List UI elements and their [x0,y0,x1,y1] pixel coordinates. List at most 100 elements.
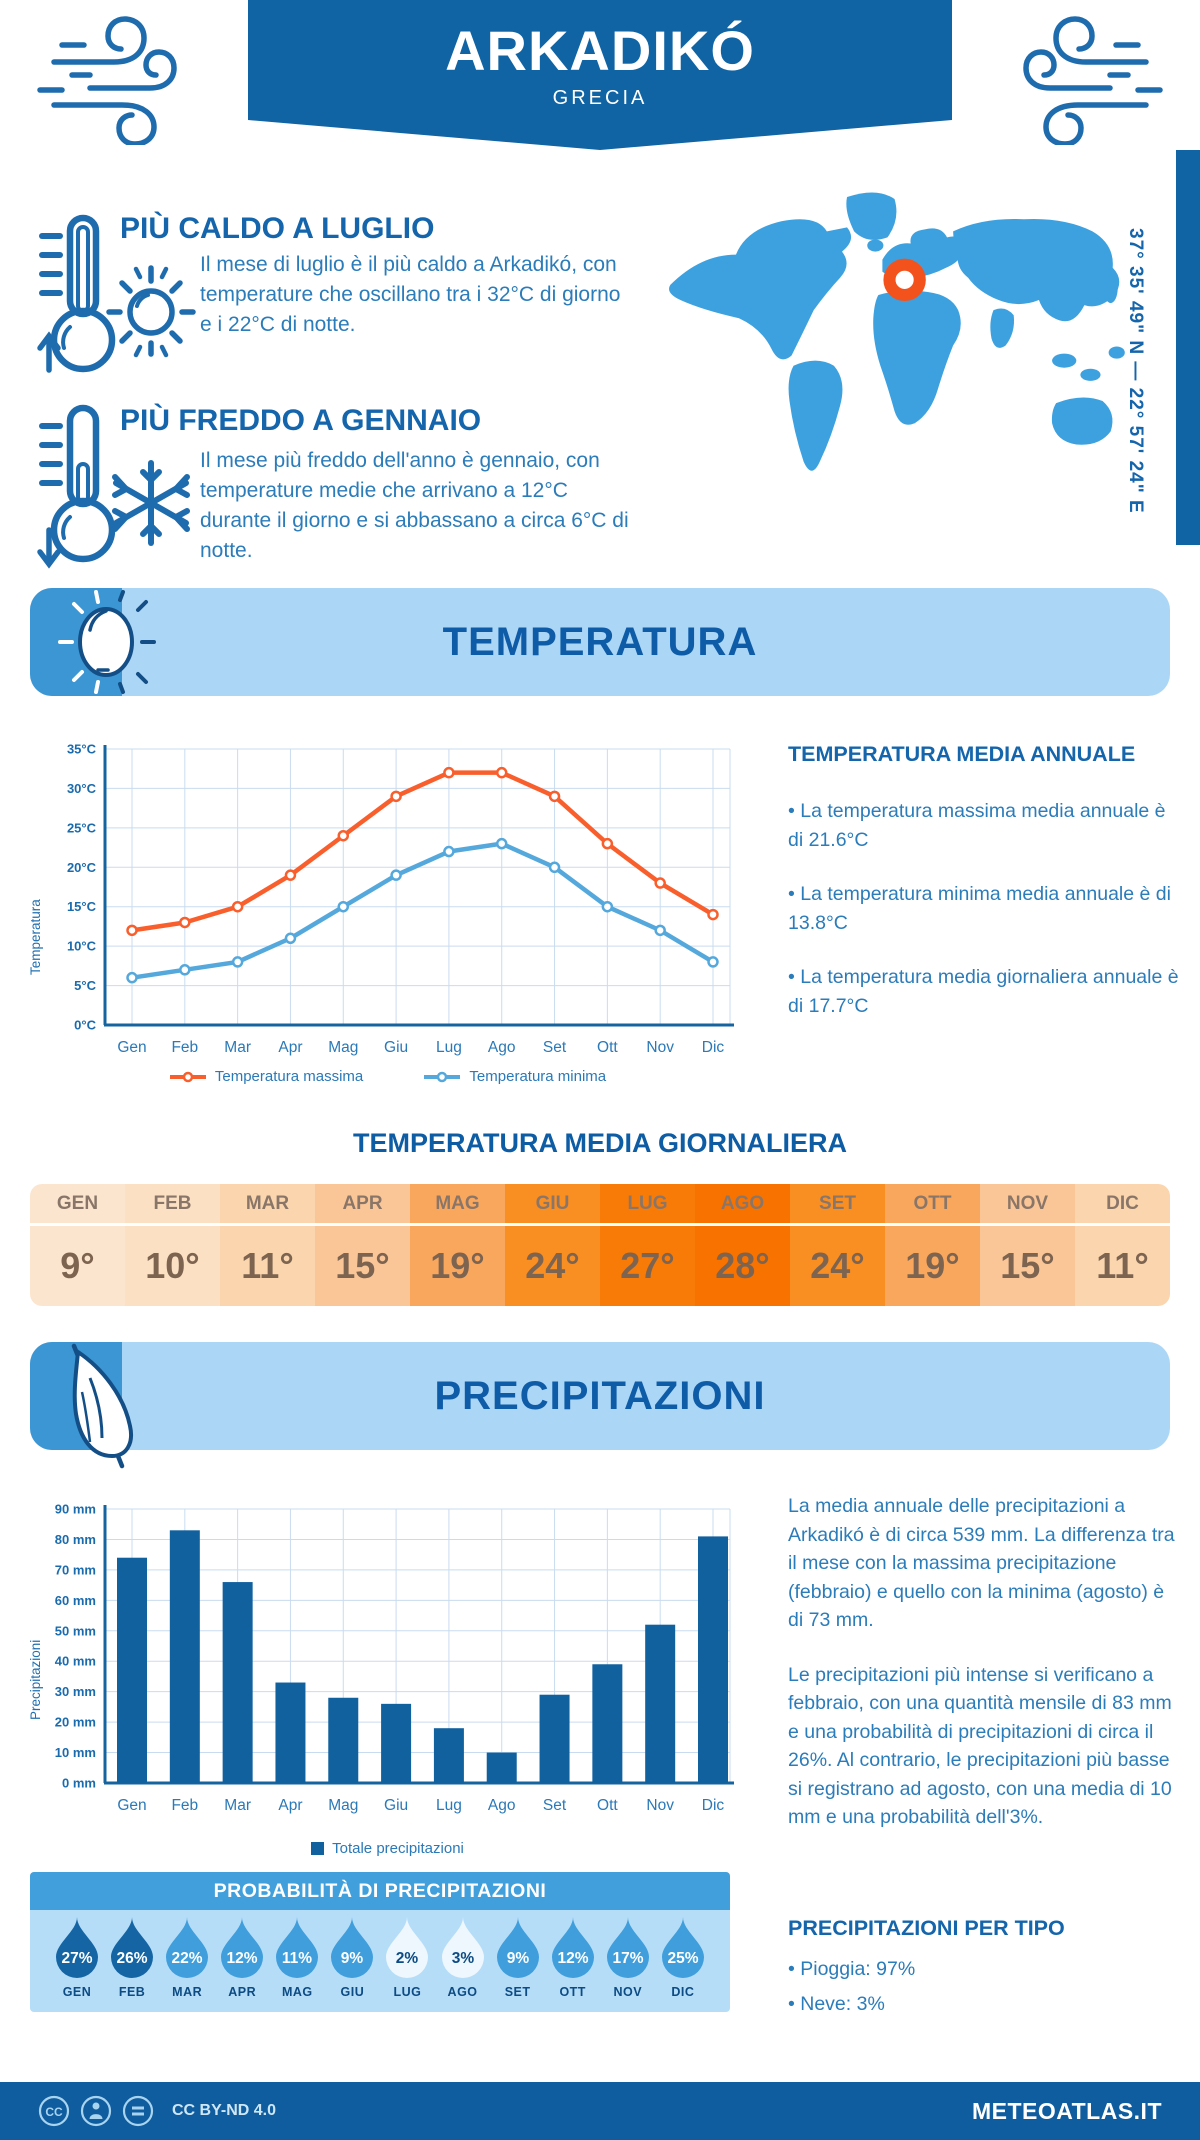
legend-label-total: Totale precipitazioni [332,1840,464,1857]
precipitation-text-block: La media annuale delle precipitazioni a … [788,1492,1180,1858]
drop-month-label: LUG [393,1985,422,1999]
raindrop-icon: 22% [166,1917,209,1978]
month-value-cell: 24° [505,1226,600,1306]
precipitation-paragraph-1: La media annuale delle precipitazioni a … [788,1495,1175,1631]
month-value-cell: 9° [30,1226,125,1306]
rain-bullet: • Pioggia: 97% [788,1958,916,1980]
svg-text:Apr: Apr [278,1797,302,1814]
temperature-banner-title: TEMPERATURA [442,619,758,664]
month-header-cell: OTT [885,1184,980,1226]
snow-bullet: • Neve: 3% [788,1992,885,2015]
month-value-cell: 27° [600,1226,695,1306]
svg-text:12%: 12% [557,1950,588,1967]
precipitation-types-block: PRECIPITAZIONI PER TIPO • Pioggia: 97% •… [788,1916,1180,2018]
probability-section: PROBABILITÀ DI PRECIPITAZIONI 27% GEN 26% F… [30,1872,730,2012]
probability-drops: 27% GEN 26% FEB 22% MAR 12% APR 11% MAG 9% GIU 2% LUG… [30,1910,730,2012]
precipitation-paragraph-2: Le precipitazioni più intense si verific… [788,1663,1172,1829]
hot-section-text: Il mese di luglio è il più caldo a Arkad… [200,253,621,336]
raindrop-icon: 26% [111,1917,154,1978]
person-icon [80,2095,112,2127]
cold-section-title: PIÙ FREDDO A GENNAIO [120,404,482,437]
legend-label-min: Temperatura minima [469,1068,607,1085]
probability-drop: 17% NOV [603,1916,653,2012]
monthly-temp-table: GEN FEB MAR APR MAG GIU LUG AGO SET OTT NOV DIC 9° 10… [30,1184,1170,1306]
precipitation-chart-legend: Totale precipitazioni [30,1840,745,1859]
thermometer-down-icon [37,404,116,569]
annual-temperature-title: TEMPERATURA MEDIA ANNUALE [788,742,1136,766]
probability-drop: 3% AGO [438,1916,488,2012]
svg-text:Ago: Ago [488,1797,516,1814]
month-header-cell: MAR [220,1184,315,1226]
probability-drop: 26% FEB [107,1916,157,2012]
probability-drop: 9% SET [493,1916,543,2012]
svg-text:9%: 9% [341,1950,364,1967]
month-header-cell: AGO [695,1184,790,1226]
month-value-cell: 24° [790,1226,885,1306]
svg-text:35°C: 35°C [67,742,97,757]
svg-text:10°C: 10°C [67,939,97,954]
svg-text:Set: Set [543,1039,567,1056]
annual-min-bullet: • La temperatura minima media annuale è … [788,883,1171,934]
bar-legend-marker [311,1842,325,1855]
raindrop-icon: 27% [56,1917,98,1978]
svg-text:Giu: Giu [384,1039,408,1056]
month-value-cell: 10° [125,1226,220,1306]
svg-text:Ott: Ott [597,1797,618,1814]
raindrop-icon: 12% [221,1917,264,1978]
drop-month-label: MAR [172,1985,203,1999]
raindrop-icon: 11% [276,1917,319,1978]
drop-month-label: SET [504,1985,531,1999]
svg-text:Set: Set [543,1797,567,1814]
month-value-cell: 15° [980,1226,1075,1306]
svg-text:90 mm: 90 mm [55,1502,96,1517]
right-accent-bar [1176,150,1200,545]
svg-text:9%: 9% [506,1950,529,1967]
probability-drop: 12% OTT [548,1916,598,2012]
site-brand: METEOATLAS.IT [971,2097,1162,2124]
annual-max-bullet: • La temperatura massima media annuale è… [788,800,1166,851]
max-line-marker [169,1071,206,1082]
probability-drop: 27% GEN [52,1916,102,2012]
svg-text:Lug: Lug [436,1039,462,1056]
legend-item-min: Temperatura minima [423,1068,606,1085]
svg-text:0°C: 0°C [74,1018,96,1033]
month-header-cell: DIC [1075,1184,1170,1226]
raindrop-icon: 9% [496,1917,539,1978]
page-title: ARKADIKÓ [445,19,755,82]
svg-text:Mag: Mag [328,1797,358,1814]
svg-text:Giu: Giu [384,1797,408,1814]
svg-text:10 mm: 10 mm [55,1745,96,1760]
wind-icon [1023,16,1163,145]
month-header-cell: GIU [505,1184,600,1226]
wind-icon [37,16,177,145]
drop-month-label: NOV [613,1985,643,1999]
svg-text:Mag: Mag [328,1039,358,1056]
svg-text:0 mm: 0 mm [62,1776,96,1791]
svg-text:Ott: Ott [597,1039,618,1056]
svg-text:Feb: Feb [171,1797,198,1814]
temperature-line-chart: 0°C 5°C 10°C 15°C 20°C 25°C 30°C 35°C Gen Feb Mar A… [67,742,734,1056]
raindrop-icon: 9% [331,1917,374,1978]
month-header-cell: MAG [410,1184,505,1226]
drop-month-label: GEN [62,1985,92,1999]
svg-text:80 mm: 80 mm [55,1532,96,1547]
world-map [669,192,1125,471]
annual-mean-bullet: • La temperatura media giornaliera annua… [788,966,1179,1017]
drop-month-label: FEB [118,1985,146,1999]
svg-text:CC: CC [45,2105,63,2119]
sun-banner-icon [58,590,156,694]
raindrop-icon: 17% [606,1917,649,1978]
svg-text:Mar: Mar [224,1039,251,1056]
month-header-cell: SET [790,1184,885,1226]
svg-text:Nov: Nov [646,1797,674,1814]
footer: CC CC BY-ND 4.0 METEOATLAS.IT [0,2082,1200,2140]
drop-month-label: GIU [340,1985,365,1999]
annual-temperature-block: TEMPERATURA MEDIA ANNUALE • La temperatu… [788,742,1180,1046]
drop-month-label: DIC [671,1985,695,1999]
svg-text:40 mm: 40 mm [55,1654,96,1669]
svg-text:25°C: 25°C [67,820,97,835]
precipitation-chart-ylabel: Precipitazioni [28,1639,43,1720]
drop-month-label: OTT [559,1985,586,1999]
svg-text:12%: 12% [227,1950,258,1967]
drop-month-label: APR [228,1985,257,1999]
